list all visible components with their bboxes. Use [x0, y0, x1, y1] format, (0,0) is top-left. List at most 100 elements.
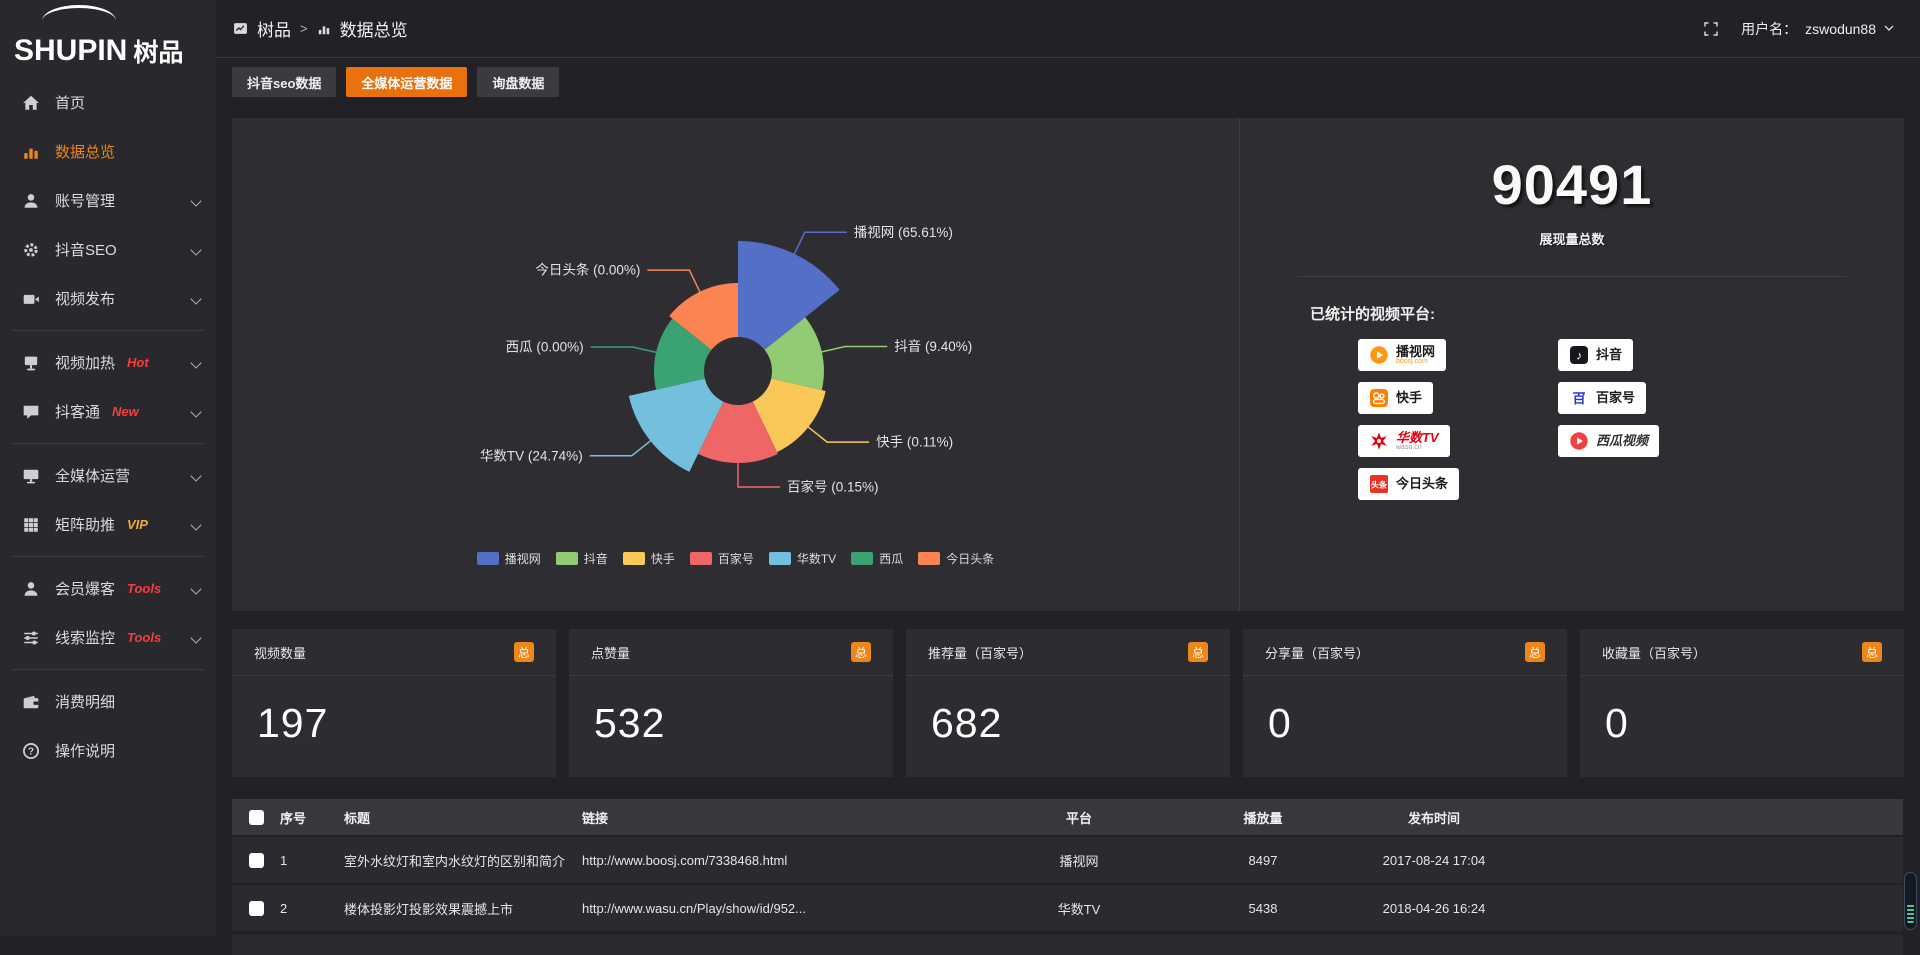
- sidebar-menu: 首页 数据总览 账号管理 抖音SEO 视频发布 视频加热 Hot 抖客通 New: [0, 78, 216, 775]
- sidebar-item-monitor[interactable]: 全媒体运营: [0, 451, 216, 500]
- sidebar-item-user[interactable]: 会员爆客 Tools: [0, 564, 216, 613]
- cell-link[interactable]: http://www.wasu.cn/Play/show/id/952...: [582, 900, 806, 916]
- chart-legend: 播视网 抖音 快手 百家号 华数TV 西瓜 今日头条: [232, 550, 1239, 567]
- platform-logo-icon: [1569, 431, 1589, 451]
- stat-card: 视频数量 总 197: [232, 629, 556, 777]
- stat-card-total-badge[interactable]: 总: [514, 642, 534, 662]
- cell-time: 2017-08-24 17:04: [1382, 852, 1486, 868]
- breadcrumb-current[interactable]: 数据总览: [339, 21, 408, 40]
- stat-card-label: 点赞量: [591, 645, 631, 661]
- legend-item[interactable]: 西瓜: [851, 550, 903, 567]
- sidebar-divider: [12, 443, 204, 444]
- legend-item[interactable]: 华数TV: [768, 550, 836, 567]
- legend-item[interactable]: 百家号: [689, 550, 754, 567]
- col-header-time[interactable]: 发布时间: [1407, 810, 1460, 826]
- platform-badge-toutiao: 头条 今日头条: [1358, 468, 1460, 500]
- app-logo[interactable]: SHUPIN 树品: [0, 0, 216, 70]
- legend-item[interactable]: 今日头条: [918, 550, 994, 567]
- legend-swatch: [622, 552, 645, 565]
- stat-card-label: 收藏量（百家号）: [1602, 645, 1707, 661]
- select-all-checkbox[interactable]: [248, 810, 264, 826]
- col-header-title[interactable]: 标题: [344, 810, 371, 826]
- cell-index: 2: [280, 900, 288, 916]
- breadcrumb-root[interactable]: 树品: [257, 21, 291, 40]
- main-content: 抖音seo数据 全媒体运营数据 询盘数据 播视网 (65.61%) 抖音 (9.4…: [216, 59, 1920, 955]
- sidebar-item-gear[interactable]: 抖音SEO: [0, 225, 216, 274]
- table-row: 2 楼体投影灯投影效果震撼上市 http://www.wasu.cn/Play/…: [232, 885, 1903, 931]
- chevron-down-icon: [190, 631, 202, 644]
- sidebar-item-icon: [22, 516, 40, 534]
- col-header-index[interactable]: 序号: [280, 810, 307, 826]
- pie-slice-3[interactable]: [698, 371, 778, 464]
- tab[interactable]: 询盘数据: [477, 67, 560, 97]
- stat-cards-row: 视频数量 总 197 点赞量 总 532 推荐量（百家号） 总 682 分享量（…: [232, 629, 1904, 777]
- summary-divider: [1297, 276, 1847, 277]
- chevron-down-icon: [190, 405, 202, 418]
- logo-text-cn: 树品: [133, 38, 184, 67]
- sidebar-item-label: 线索监控: [55, 630, 116, 647]
- sidebar-item-question[interactable]: ? 操作说明: [0, 726, 216, 775]
- fullscreen-icon[interactable]: [1703, 21, 1719, 37]
- sidebar-item-grid[interactable]: 矩阵助推 VIP: [0, 500, 216, 549]
- stat-card-total-badge[interactable]: 总: [1188, 642, 1208, 662]
- col-header-link[interactable]: 链接: [582, 810, 609, 826]
- sidebar-item-home[interactable]: 首页: [0, 78, 216, 127]
- cell-index: 1: [280, 852, 288, 868]
- rose-chart: 播视网 (65.61%) 抖音 (9.40%) 快手 (0.11%) 百家号 (0.1…: [480, 225, 972, 495]
- sidebar-divider: [12, 669, 204, 670]
- sidebar-item-wallet[interactable]: 消费明细: [0, 677, 216, 726]
- sidebar-item-label: 操作说明: [55, 743, 116, 760]
- sidebar-item-chart[interactable]: 数据总览: [0, 127, 216, 176]
- row-checkbox[interactable]: [248, 901, 264, 917]
- sidebar-item-label: 消费明细: [55, 694, 116, 711]
- sidebar-item-chat[interactable]: 抖客通 New: [0, 387, 216, 436]
- table-row-partial: [232, 935, 1903, 955]
- col-header-platform[interactable]: 平台: [1065, 810, 1092, 826]
- topbar-right: 用户名： zswodun88: [1703, 19, 1894, 39]
- col-header-plays[interactable]: 播放量: [1243, 810, 1283, 826]
- logo-arc-decoration: [42, 5, 116, 21]
- tab[interactable]: 全媒体运营数据: [346, 67, 468, 97]
- legend-item[interactable]: 播视网: [476, 550, 541, 567]
- pie-label-line: [792, 231, 847, 257]
- stat-card-total-badge[interactable]: 总: [1525, 642, 1545, 662]
- sidebar-item-video[interactable]: 视频发布: [0, 274, 216, 323]
- stat-card-total-badge[interactable]: 总: [1862, 642, 1882, 662]
- cell-link[interactable]: http://www.boosj.com/7338468.html: [582, 852, 788, 868]
- cell-plays: 8497: [1248, 852, 1278, 868]
- sidebar-item-user[interactable]: 账号管理: [0, 176, 216, 225]
- sidebar-item-sliders[interactable]: 线索监控 Tools: [0, 613, 216, 662]
- legend-item[interactable]: 快手: [622, 550, 675, 567]
- scrollbar-widget[interactable]: [1904, 872, 1917, 930]
- row-checkbox[interactable]: [248, 853, 264, 869]
- pie-slice-0[interactable]: [738, 241, 840, 371]
- sidebar-item-icon: [22, 580, 40, 598]
- platform-name: 西瓜视频: [1596, 433, 1649, 449]
- platform-name: 快手: [1396, 390, 1423, 406]
- cell-title[interactable]: 室外水纹灯和室内水纹灯的区别和简介: [344, 853, 566, 869]
- tab[interactable]: 抖音seo数据: [232, 67, 337, 97]
- stat-card-label: 视频数量: [254, 645, 307, 661]
- svg-text:♪: ♪: [1576, 349, 1582, 363]
- sidebar-item-icon: [22, 290, 40, 308]
- cell-platform: 华数TV: [1057, 901, 1101, 917]
- legend-label: 今日头条: [946, 552, 995, 566]
- sidebar-item-badge: VIP: [127, 517, 148, 532]
- sidebar-item-heat[interactable]: 视频加热 Hot: [0, 338, 216, 387]
- pie-slice-4[interactable]: [628, 371, 738, 472]
- pie-label: 播视网 (65.61%): [854, 225, 953, 240]
- col-header-empty: [1520, 799, 1903, 835]
- platform-logo-icon: 头条: [1369, 474, 1389, 494]
- summary-area: 90491 展现量总数 已统计的视频平台: 播视网 boosj.com ♪ 抖音…: [1239, 118, 1904, 611]
- legend-swatch: [851, 552, 874, 565]
- sidebar-item-label: 首页: [55, 95, 86, 112]
- stat-card-total-badge[interactable]: 总: [851, 642, 871, 662]
- sidebar-divider: [12, 330, 204, 331]
- sidebar-item-badge: New: [112, 404, 139, 419]
- platform-name: 播视网: [1396, 343, 1436, 359]
- legend-item[interactable]: 抖音: [555, 550, 608, 567]
- legend-swatch: [476, 552, 499, 565]
- user-menu[interactable]: 用户名： zswodun88: [1741, 19, 1894, 39]
- logo-text-en: SHUPIN: [14, 34, 128, 67]
- cell-title[interactable]: 楼体投影灯投影效果震撼上市: [344, 901, 514, 917]
